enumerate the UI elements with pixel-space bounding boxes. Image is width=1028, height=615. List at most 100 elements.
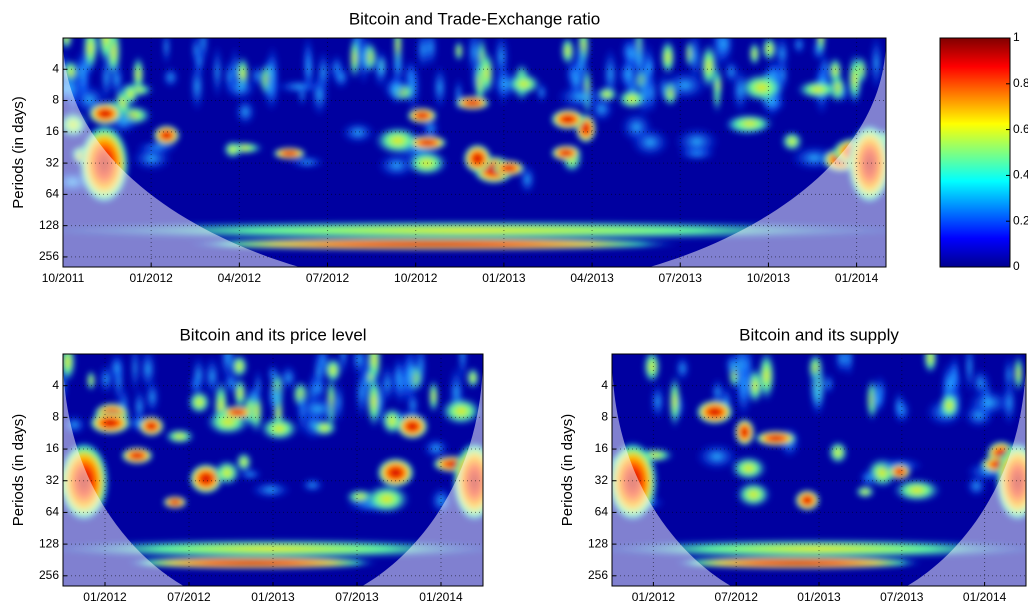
texture	[144, 379, 160, 415]
y-axis-label: Periods (in days)	[10, 414, 27, 527]
texture	[506, 73, 542, 95]
texture	[964, 354, 975, 396]
texture	[266, 379, 284, 415]
texture	[809, 361, 826, 420]
x-tick-label: 01/2014	[835, 271, 879, 285]
texture	[761, 38, 777, 62]
texture	[660, 38, 676, 76]
texture	[415, 38, 431, 71]
texture	[98, 363, 114, 395]
x-tick-label: 01/2013	[482, 271, 526, 285]
texture	[212, 43, 223, 100]
texture	[377, 457, 415, 488]
chart-title: Bitcoin and its supply	[739, 325, 899, 344]
y-tick-label: 64	[46, 505, 60, 519]
y-tick-label: 16	[46, 124, 60, 138]
texture	[191, 38, 201, 67]
texture	[138, 416, 165, 437]
texture	[213, 459, 241, 486]
texture	[617, 88, 647, 110]
texture	[197, 38, 209, 66]
y-tick-label: 32	[46, 155, 60, 169]
y-tick-label: 16	[595, 441, 609, 455]
y-tick-label: 256	[39, 568, 59, 582]
heatmap	[63, 354, 483, 586]
texture	[696, 399, 734, 425]
y-tick-label: 256	[39, 249, 59, 263]
texture	[88, 102, 123, 125]
heatmap-texture	[63, 38, 886, 251]
x-tick-label: 01/2013	[251, 590, 295, 604]
texture	[716, 38, 734, 65]
texture	[97, 38, 115, 66]
texture	[792, 38, 806, 55]
texture	[855, 485, 876, 499]
texture	[735, 481, 772, 508]
colorbar-tick-label: 0.4	[1013, 168, 1028, 182]
texture	[624, 38, 640, 71]
y-tick-label: 128	[39, 218, 59, 232]
texture	[316, 49, 331, 96]
texture	[162, 66, 180, 89]
texture	[153, 125, 181, 146]
texture	[466, 367, 480, 389]
texture	[259, 416, 299, 441]
texture	[816, 38, 826, 57]
texture	[479, 49, 495, 97]
texture	[382, 75, 409, 102]
texture	[888, 463, 911, 480]
texture	[393, 354, 404, 398]
texture	[749, 41, 761, 67]
colorbar-tick-label: 1	[1013, 30, 1020, 44]
texture	[332, 64, 350, 90]
texture	[186, 238, 681, 251]
texture	[893, 390, 905, 423]
x-tick-label: 01/2012	[129, 271, 173, 285]
texture	[463, 144, 492, 174]
texture	[892, 478, 942, 503]
y-tick-label: 4	[52, 378, 59, 392]
texture	[454, 40, 464, 62]
texture	[376, 152, 417, 179]
y-tick-label: 64	[46, 187, 60, 201]
texture	[224, 75, 257, 101]
texture	[340, 121, 376, 144]
texture	[249, 481, 292, 499]
x-tick-label: 01/2012	[83, 590, 127, 604]
y-tick-label: 64	[595, 505, 609, 519]
y-tick-label: 256	[588, 568, 608, 582]
texture	[126, 556, 378, 569]
texture	[273, 147, 306, 160]
texture	[63, 38, 73, 51]
texture	[757, 354, 776, 402]
texture	[828, 440, 848, 465]
heatmap	[612, 354, 1026, 586]
texture	[300, 478, 325, 493]
texture	[221, 405, 254, 420]
colorbar-tick-label: 0.8	[1013, 76, 1028, 90]
texture	[859, 468, 878, 488]
texture	[235, 452, 252, 472]
panel: Bitcoin and Trade-Exchange ratio Periods …	[10, 9, 1028, 285]
texture	[738, 72, 785, 103]
texture	[675, 355, 690, 382]
x-tick-label: 07/2012	[167, 590, 211, 604]
texture	[560, 38, 575, 66]
heatmap	[63, 38, 886, 267]
texture	[396, 413, 429, 440]
x-tick-label: 10/2012	[394, 271, 438, 285]
texture	[86, 369, 96, 392]
texture	[630, 127, 670, 158]
texture	[556, 84, 606, 110]
x-tick-label: 04/2013	[570, 271, 614, 285]
texture	[781, 131, 803, 152]
texture	[121, 447, 154, 465]
texture	[695, 443, 739, 471]
texture	[223, 140, 243, 159]
x-tick-label: 04/2012	[218, 271, 262, 285]
x-tick-label: 01/2014	[963, 590, 1007, 604]
texture	[828, 56, 843, 85]
texture	[63, 220, 886, 241]
texture	[843, 354, 854, 378]
